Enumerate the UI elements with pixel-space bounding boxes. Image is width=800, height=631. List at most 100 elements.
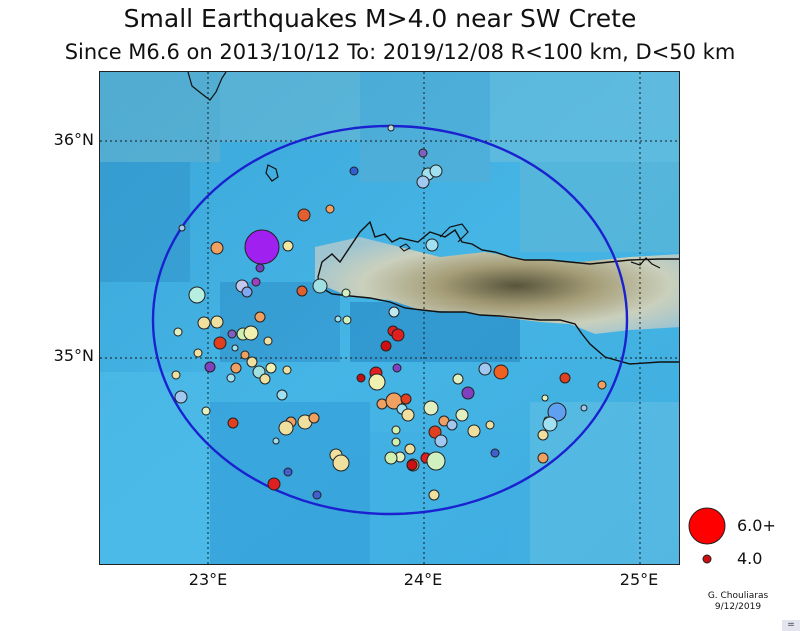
- quake-marker[interactable]: [423, 400, 439, 416]
- north-islet: [439, 223, 469, 243]
- quake-marker[interactable]: [455, 408, 469, 422]
- quake-marker[interactable]: [272, 437, 280, 445]
- quake-marker[interactable]: [493, 364, 509, 380]
- quake-marker[interactable]: [542, 416, 558, 432]
- quake-marker[interactable]: [255, 263, 265, 273]
- quake-marker[interactable]: [282, 365, 292, 375]
- quake-marker[interactable]: [210, 315, 224, 329]
- antikythera-island: [265, 164, 279, 182]
- quake-marker[interactable]: [446, 419, 458, 431]
- quake-marker[interactable]: [240, 350, 250, 360]
- quake-marker[interactable]: [332, 454, 350, 472]
- quake-marker[interactable]: [485, 420, 495, 430]
- east-islet: [630, 257, 661, 269]
- quake-marker[interactable]: [178, 224, 186, 232]
- quake-marker[interactable]: [404, 443, 416, 455]
- quake-marker[interactable]: [171, 370, 181, 380]
- quake-marker[interactable]: [241, 286, 253, 298]
- map-subtitle: Since M6.6 on 2013/10/12 To: 2019/12/08 …: [64, 40, 736, 64]
- quake-marker[interactable]: [418, 148, 428, 158]
- quake-marker[interactable]: [434, 434, 448, 448]
- quake-marker[interactable]: [597, 380, 607, 390]
- earthquake-map[interactable]: [99, 71, 680, 565]
- quake-marker-main[interactable]: [244, 229, 280, 265]
- quake-marker[interactable]: [391, 328, 405, 342]
- quake-marker[interactable]: [227, 417, 239, 429]
- quake-marker[interactable]: [559, 372, 571, 384]
- quake-marker[interactable]: [391, 437, 401, 447]
- quake-marker[interactable]: [429, 164, 443, 178]
- quake-marker[interactable]: [174, 390, 188, 404]
- quake-marker[interactable]: [580, 404, 588, 412]
- quake-marker[interactable]: [297, 208, 311, 222]
- quake-marker[interactable]: [201, 406, 211, 416]
- quake-marker[interactable]: [251, 277, 261, 287]
- quake-marker[interactable]: [428, 489, 440, 501]
- quake-marker[interactable]: [356, 373, 366, 383]
- quake-marker[interactable]: [308, 412, 320, 424]
- quake-marker[interactable]: [384, 451, 398, 465]
- quake-marker[interactable]: [388, 306, 400, 318]
- quake-marker[interactable]: [541, 394, 549, 402]
- quake-marker[interactable]: [204, 361, 216, 373]
- quake-marker[interactable]: [325, 204, 335, 214]
- quake-marker[interactable]: [246, 356, 258, 368]
- quake-marker[interactable]: [312, 490, 322, 500]
- quake-marker[interactable]: [341, 288, 351, 298]
- quake-marker[interactable]: [406, 459, 418, 471]
- quake-marker[interactable]: [282, 240, 294, 252]
- quake-marker[interactable]: [400, 393, 412, 405]
- lon-label-23e: 23°E: [188, 570, 228, 589]
- quake-marker[interactable]: [231, 344, 239, 352]
- quake-marker[interactable]: [537, 452, 549, 464]
- lat-label-35n: 35°N: [53, 346, 94, 365]
- quake-marker[interactable]: [392, 363, 402, 373]
- quake-marker[interactable]: [296, 285, 308, 297]
- quake-marker[interactable]: [401, 408, 415, 422]
- legend-large-label: 6.0+: [737, 516, 776, 535]
- quake-marker[interactable]: [230, 362, 242, 374]
- quake-marker[interactable]: [227, 329, 237, 339]
- quake-marker[interactable]: [467, 424, 481, 438]
- quake-marker[interactable]: [428, 425, 442, 439]
- quake-marker[interactable]: [263, 336, 273, 346]
- quake-marker[interactable]: [426, 451, 446, 471]
- quake-marker[interactable]: [197, 316, 211, 330]
- quake-marker[interactable]: [213, 336, 227, 350]
- quake-marker[interactable]: [342, 315, 352, 325]
- quake-marker[interactable]: [461, 386, 475, 400]
- bathymetry-tiles: [100, 72, 679, 564]
- quake-marker[interactable]: [265, 362, 277, 374]
- quake-marker[interactable]: [547, 402, 567, 422]
- quake-marker[interactable]: [380, 340, 392, 352]
- quake-marker[interactable]: [173, 327, 183, 337]
- map-title: Small Earthquakes M>4.0 near SW Crete: [123, 4, 637, 33]
- legend-small-marker: [702, 554, 712, 564]
- quake-marker[interactable]: [276, 389, 288, 401]
- quake-marker[interactable]: [226, 373, 236, 383]
- menu-icon[interactable]: =: [782, 620, 800, 631]
- quake-marker[interactable]: [425, 238, 439, 252]
- quake-marker[interactable]: [283, 467, 293, 477]
- quake-marker[interactable]: [243, 325, 259, 341]
- quake-marker[interactable]: [391, 425, 401, 435]
- quake-marker[interactable]: [452, 373, 464, 385]
- quake-marker[interactable]: [254, 311, 266, 323]
- quake-marker[interactable]: [490, 448, 500, 458]
- quake-marker[interactable]: [312, 278, 328, 294]
- quake-marker[interactable]: [416, 175, 430, 189]
- quake-marker[interactable]: [349, 166, 359, 176]
- quake-marker[interactable]: [334, 315, 342, 323]
- lon-label-25e: 25°E: [619, 570, 659, 589]
- quake-marker[interactable]: [267, 477, 281, 491]
- quake-marker[interactable]: [478, 362, 492, 376]
- quake-marker[interactable]: [193, 348, 203, 358]
- quake-marker[interactable]: [188, 286, 206, 304]
- quake-marker[interactable]: [368, 373, 386, 391]
- quake-marker[interactable]: [278, 420, 294, 436]
- quake-marker[interactable]: [376, 398, 388, 410]
- quake-marker[interactable]: [259, 373, 271, 385]
- quake-marker[interactable]: [537, 429, 549, 441]
- quake-marker[interactable]: [387, 124, 395, 132]
- quake-marker[interactable]: [210, 241, 224, 255]
